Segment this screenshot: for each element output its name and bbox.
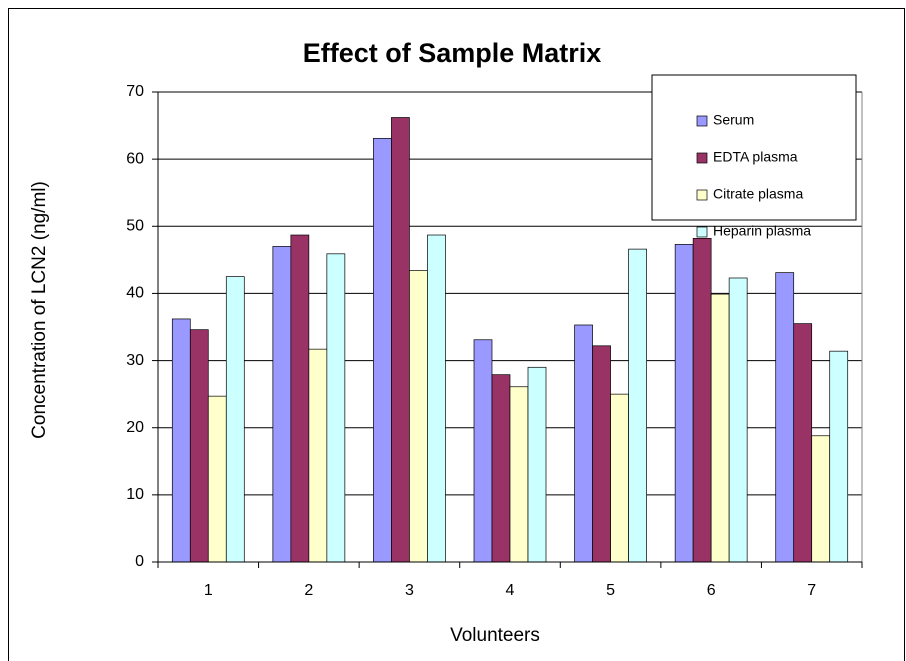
- legend-label: Heparin plasma: [713, 223, 811, 239]
- x-tick-label: 5: [606, 582, 615, 599]
- y-tick-label: 20: [126, 419, 144, 436]
- legend-swatch: [696, 152, 708, 164]
- bar: [775, 272, 795, 563]
- bar: [326, 253, 346, 563]
- bar: [391, 117, 410, 563]
- bar: [628, 248, 647, 563]
- x-tick-label: 7: [807, 582, 816, 599]
- bar: [674, 244, 694, 563]
- legend-swatch: [696, 115, 708, 127]
- y-axis-label: Concentration of LCN2 (ng/ml): [29, 181, 50, 439]
- x-tick-label: 1: [204, 582, 213, 599]
- bar: [189, 329, 209, 563]
- bar: [373, 137, 392, 563]
- bar: [473, 339, 493, 563]
- x-axis-label: Volunteers: [450, 625, 540, 646]
- bar: [171, 318, 191, 563]
- legend-swatch: [696, 189, 708, 201]
- bar: [811, 435, 831, 563]
- legend-label: Serum: [713, 112, 754, 128]
- bar: [710, 293, 730, 563]
- bar: [290, 234, 310, 563]
- y-tick-label: 0: [135, 553, 144, 570]
- bar: [491, 374, 511, 563]
- legend-label: EDTA plasma: [713, 149, 798, 165]
- bar: [207, 395, 227, 563]
- bar: [728, 277, 748, 563]
- legend-label: Citrate plasma: [713, 186, 803, 202]
- x-tick-label: 6: [707, 582, 716, 599]
- x-tick-label: 4: [506, 582, 515, 599]
- y-tick-label: 70: [126, 83, 144, 100]
- bar: [610, 393, 629, 563]
- y-tick-label: 60: [126, 150, 144, 167]
- y-tick-label: 50: [126, 218, 144, 235]
- legend-box: [651, 74, 857, 221]
- x-tick-label: 2: [304, 582, 313, 599]
- bar: [225, 276, 245, 563]
- bar: [527, 366, 547, 563]
- bar: [793, 323, 813, 563]
- bar: [692, 238, 712, 563]
- bar: [829, 350, 849, 563]
- y-tick-label: 40: [126, 285, 144, 302]
- y-tick-label: 10: [126, 486, 144, 503]
- bar: [509, 386, 529, 563]
- bar: [272, 246, 292, 563]
- x-tick-label: 3: [405, 582, 414, 599]
- y-tick-label: 30: [126, 352, 144, 369]
- chart-title: Effect of Sample Matrix: [303, 38, 602, 68]
- bar: [574, 324, 593, 563]
- bar: [427, 234, 446, 563]
- bar: [409, 270, 428, 563]
- bar: [592, 345, 611, 563]
- bar: [308, 348, 328, 563]
- legend-swatch: [696, 226, 708, 238]
